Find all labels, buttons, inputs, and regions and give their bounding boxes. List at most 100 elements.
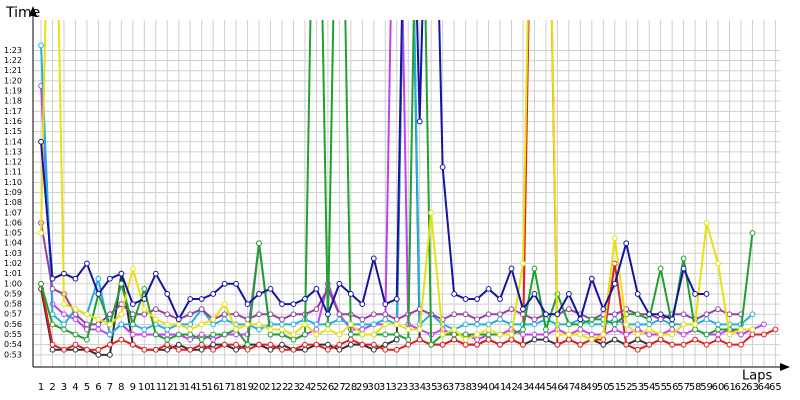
lap-point — [233, 346, 240, 353]
lap-point — [474, 321, 480, 328]
lap-point — [106, 321, 113, 328]
lap-point — [577, 341, 584, 348]
lap-point — [428, 341, 435, 348]
lap-point — [84, 336, 90, 343]
lap-point — [405, 326, 412, 333]
lap-point — [175, 341, 182, 348]
x-tick-label: 49 — [585, 382, 598, 393]
lap-point — [738, 341, 744, 348]
lap-point — [611, 321, 618, 328]
lap-point — [302, 331, 308, 338]
x-tick-label: 40 — [482, 382, 495, 393]
x-tick-label: 19 — [241, 382, 254, 393]
lap-point — [198, 296, 205, 302]
lap-point — [669, 316, 676, 323]
lap-point — [359, 321, 366, 328]
lap-point — [508, 265, 515, 272]
lap-point — [370, 341, 377, 348]
lap-point — [221, 341, 228, 348]
y-tick-label: 1:19 — [4, 87, 22, 96]
y-axis-title: Time — [5, 5, 40, 21]
lap-point — [324, 326, 331, 333]
lap-point — [84, 321, 90, 328]
x-tick-label: 41 — [494, 382, 507, 393]
lap-point — [657, 311, 664, 318]
lap-point — [485, 285, 492, 292]
lap-point — [462, 321, 469, 328]
y-tick-label: 1:04 — [4, 239, 22, 248]
lap-point — [164, 321, 171, 328]
lap-point — [324, 321, 331, 328]
lap-point — [187, 331, 194, 338]
x-tick-label: 39 — [471, 382, 484, 393]
lap-point — [531, 291, 538, 297]
y-tick-label: 1:08 — [4, 198, 22, 207]
lap-point — [634, 346, 641, 353]
lap-point — [302, 346, 308, 353]
lap-point — [370, 311, 377, 318]
x-tick-label: 3 — [61, 382, 67, 393]
lap-point — [95, 321, 102, 328]
lap-point — [393, 316, 400, 323]
y-tick-label: 1:06 — [4, 218, 22, 227]
x-tick-label: 15 — [195, 382, 208, 393]
lap-point — [302, 341, 308, 348]
lap-point — [221, 280, 228, 287]
lap-point — [577, 331, 584, 338]
lap-point — [543, 336, 549, 343]
lap-point — [95, 291, 102, 297]
lap-point — [290, 321, 297, 328]
lap-point — [129, 341, 136, 348]
x-tick-label: 5 — [84, 382, 90, 393]
x-tick-label: 38 — [459, 382, 472, 393]
lap-point — [256, 321, 262, 328]
lap-point — [38, 230, 44, 236]
lap-point — [279, 321, 285, 328]
lap-point — [233, 326, 240, 333]
lap-point — [164, 346, 171, 353]
y-tick-label: 1:21 — [4, 66, 22, 75]
lap-point — [680, 311, 687, 318]
y-tick-label: 0:56 — [4, 320, 22, 329]
lap-point — [256, 291, 262, 297]
lap-point — [520, 341, 526, 348]
lap-point — [554, 341, 561, 348]
lap-point — [175, 331, 182, 338]
plot-area — [38, 20, 779, 358]
x-tick-label: 57 — [677, 382, 690, 393]
lap-point — [290, 336, 297, 343]
lap-point — [634, 291, 641, 297]
x-tick-label: 56 — [666, 382, 679, 393]
lap-point — [49, 275, 56, 282]
lap-point — [256, 240, 262, 247]
x-tick-label: 52 — [620, 382, 633, 393]
lap-point — [680, 321, 687, 328]
lap-point — [669, 326, 676, 333]
lap-point — [462, 331, 469, 338]
lap-point — [715, 331, 721, 338]
lap-point — [290, 346, 297, 353]
lap-point — [313, 331, 320, 338]
lap-point — [84, 346, 90, 353]
lap-point — [600, 341, 607, 348]
lap-point — [38, 42, 44, 49]
lap-point — [49, 285, 56, 292]
y-tick-label: 1:10 — [4, 178, 22, 187]
lap-point — [313, 306, 320, 313]
x-tick-label: 6 — [95, 382, 101, 393]
lap-point — [187, 311, 194, 318]
x-tick-label: 36 — [436, 382, 449, 393]
lap-point — [439, 341, 446, 348]
lap-point — [588, 336, 595, 343]
x-tick-label: 43 — [517, 382, 530, 393]
lap-point — [646, 321, 653, 328]
lap-point — [221, 331, 228, 338]
lap-point — [198, 336, 205, 343]
lap-point — [141, 285, 148, 292]
x-arrow — [780, 363, 790, 371]
lap-point — [61, 270, 67, 277]
lap-point — [72, 341, 79, 348]
y-tick-label: 1:01 — [4, 269, 22, 278]
lap-point — [565, 331, 572, 338]
lap-point — [129, 301, 136, 307]
